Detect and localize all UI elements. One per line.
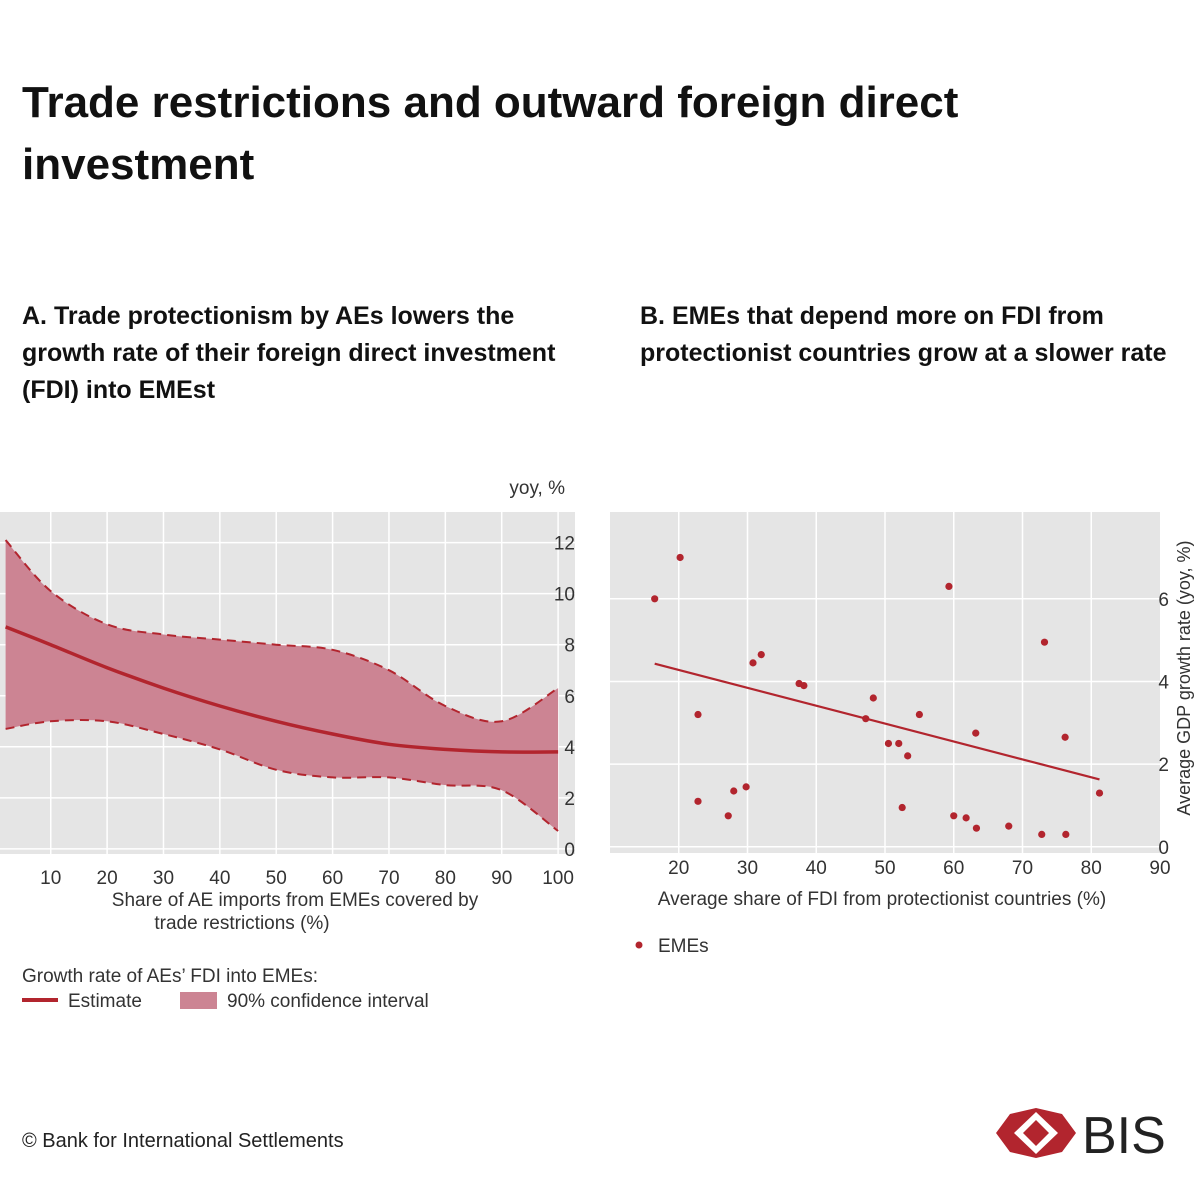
eme-point: [915, 710, 923, 719]
eme-point: [950, 812, 958, 820]
legend-ci-swatch: [180, 992, 217, 1009]
panel-b-points: [651, 553, 1104, 838]
panel-b-chart: 0 2 4 6 20 30 40 50 60 70 80 90 Average GDP growth…: [610, 512, 1194, 957]
panel-b-y-tick-label: 0: [1158, 838, 1169, 859]
eme-point: [945, 582, 953, 590]
eme-point: [884, 739, 893, 748]
panel-b-x-tick-label: 60: [943, 858, 964, 879]
panel-a-x-tick-label: 60: [322, 868, 343, 889]
panel-a-x-ticks: 10 20 30 40 50 60 70 80 90 100: [40, 868, 574, 889]
page-title: Trade restrictions and outward foreign d…: [22, 78, 959, 189]
bis-logo: BIS: [996, 1107, 1166, 1165]
eme-point: [724, 812, 732, 820]
eme-point: [694, 710, 702, 719]
panel-a-title: A. Trade protectionism by AEs lowers the…: [22, 302, 556, 404]
confidence-interval-band: [5, 540, 559, 831]
eme-point: [1095, 789, 1104, 797]
panel-a-x-tick-label: 10: [40, 868, 61, 889]
panel-b-x-tick-label: 40: [806, 858, 827, 879]
eme-point: [898, 803, 906, 812]
panel-a-y-tick-label: 4: [564, 738, 575, 759]
legend-emes-marker: [635, 941, 643, 949]
panel-b-x-tick-label: 20: [668, 858, 689, 879]
panel-a-x-tick-label: 90: [491, 868, 512, 889]
legend-estimate-label: Estimate: [68, 991, 142, 1012]
panel-a-y-tick-label: 8: [564, 636, 575, 657]
panel-b-y-axis-label: Average GDP growth rate (yoy, %): [1174, 540, 1194, 815]
panel-a-x-tick-label: 20: [97, 868, 118, 889]
eme-point: [1038, 830, 1046, 838]
eme-point: [730, 787, 738, 795]
panel-b-x-tick-label: 30: [737, 858, 758, 879]
panel-b-x-tick-label: 80: [1081, 858, 1102, 879]
eme-point: [742, 783, 750, 791]
eme-point: [1062, 830, 1070, 838]
eme-point: [676, 553, 684, 562]
panel-a-y-tick-label: 0: [564, 840, 575, 861]
panel-b-x-tick-label: 70: [1012, 858, 1033, 879]
eme-point: [869, 694, 877, 702]
legend-emes-label: EMEs: [658, 936, 709, 957]
eme-point: [1061, 733, 1069, 741]
eme-point: [757, 651, 765, 659]
panel-b-y-tick-label: 6: [1158, 590, 1169, 611]
copyright-footer: © Bank for International Settlements: [22, 1130, 344, 1152]
eme-point: [694, 797, 702, 805]
panel-b-x-axis-label: Average share of FDI from protectionist …: [658, 889, 1106, 910]
panel-b-y-tick-label: 4: [1158, 672, 1169, 693]
trend-line: [654, 662, 1100, 781]
panel-a-x-axis-label-line1: Share of AE imports from EMEs covered by: [112, 890, 479, 911]
panel-b-x-tick-label: 50: [874, 858, 895, 879]
panel-a-x-tick-label: 40: [209, 868, 230, 889]
eme-point: [904, 752, 912, 760]
eme-point: [1005, 822, 1013, 830]
panel-a-x-tick-label: 80: [435, 868, 456, 889]
eme-point: [972, 824, 981, 832]
confidence-upper-line: [4, 539, 559, 723]
panel-a-chart: yoy, % 0 2 4 6 8 10 12 10 20 30 40 50 60 70 80 90 100 S…: [0, 478, 576, 1012]
panel-a-y-tick-label: 2: [564, 789, 575, 810]
estimate-line: [4, 625, 559, 754]
panel-a-y-ticks: 0 2 4 6 8 10 12: [554, 534, 576, 861]
panel-b-gridlines: [610, 512, 1160, 853]
eme-point: [800, 682, 808, 690]
eme-point: [749, 659, 757, 667]
panel-a-y-tick-label: 10: [554, 585, 575, 606]
legend-ci-label: 90% confidence interval: [227, 991, 429, 1012]
panel-a-unit-label: yoy, %: [509, 478, 565, 499]
panel-a-x-tick-label: 50: [266, 868, 287, 889]
eme-point: [895, 739, 903, 748]
panel-a-y-tick-label: 12: [554, 534, 575, 555]
panel-a-x-tick-label: 100: [542, 868, 574, 889]
panel-b-x-tick-label: 90: [1149, 858, 1170, 879]
panel-a-y-tick-label: 6: [564, 687, 575, 708]
panel-a-x-tick-label: 30: [153, 868, 174, 889]
eme-point: [1040, 638, 1049, 646]
eme-point: [651, 595, 659, 603]
eme-point: [962, 814, 970, 822]
panel-b-x-ticks: 20 30 40 50 60 70 80 90: [668, 858, 1170, 879]
panel-a-x-axis-label-line2: trade restrictions (%): [154, 913, 329, 934]
eme-point: [862, 715, 870, 723]
panel-b-title: B. EMEs that depend more on FDI from pro…: [640, 302, 1167, 367]
panel-a-legend-title: Growth rate of AEs’ FDI into EMEs:: [22, 966, 318, 987]
confidence-lower-line: [5, 719, 559, 832]
eme-point: [972, 729, 980, 737]
bis-logo-icon: [996, 1108, 1076, 1158]
panel-b-y-tick-label: 2: [1158, 755, 1169, 776]
bis-logo-text: BIS: [1082, 1107, 1166, 1165]
panel-a-x-tick-label: 70: [378, 868, 399, 889]
panel-b-y-ticks: 0 2 4 6: [1158, 590, 1169, 859]
